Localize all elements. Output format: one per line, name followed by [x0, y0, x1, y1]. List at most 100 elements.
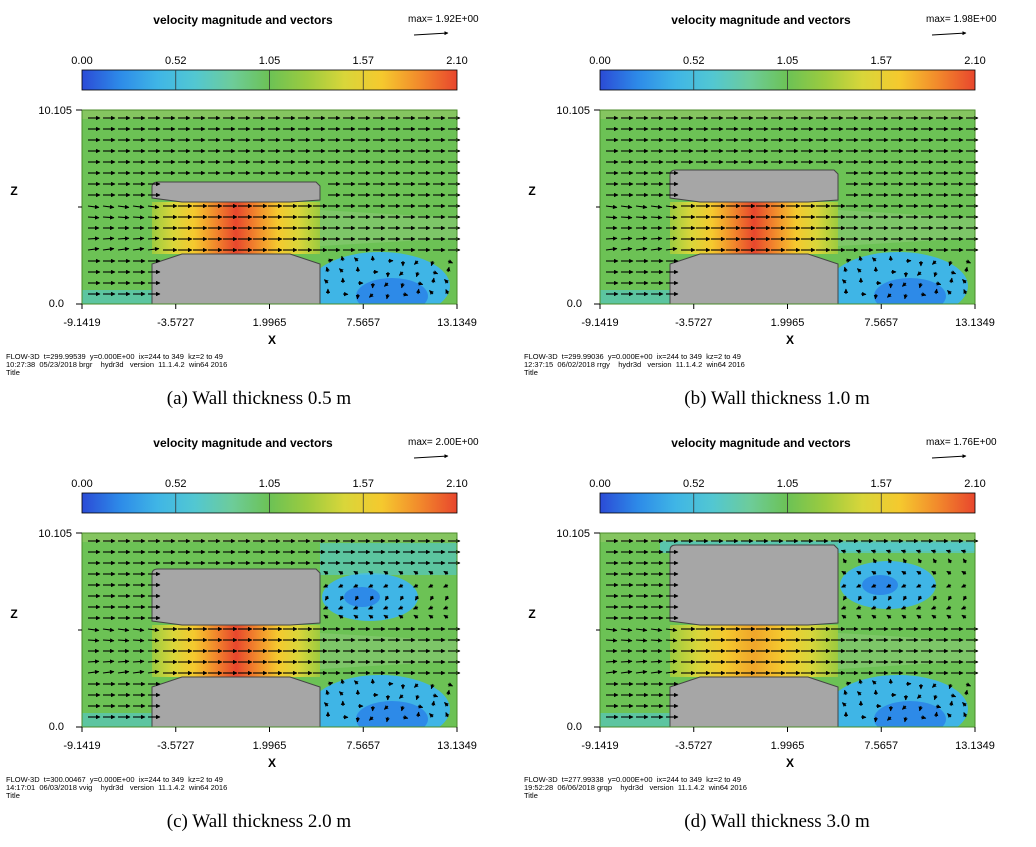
metadata-line: 14:17:01 06/03/2018 vvig hydr3d version … [6, 783, 228, 792]
panel-b: velocity magnitude and vectors max= 1.98E… [518, 0, 1036, 423]
vector-arrow [964, 266, 969, 273]
vector-arrow [871, 680, 877, 685]
vector-arrow [916, 271, 922, 276]
vector-arrow [885, 549, 892, 554]
solver-metadata: FLOW-3D t=299.99539 y=0.000E+00 ix=244 t… [6, 353, 227, 377]
x-tick-label: 7.5657 [864, 740, 898, 752]
x-tick-label: 1.9965 [253, 740, 287, 752]
metadata-line: 10:27:38 05/23/2018 brgr hydr3d version … [6, 360, 228, 369]
vector-arrow [961, 570, 967, 576]
flow-plot-d: velocity magnitude and vectors max= 1.76E… [528, 436, 997, 770]
plot-title: velocity magnitude and vectors [671, 13, 851, 27]
vector-arrow [117, 627, 130, 633]
vector-arrow [856, 614, 862, 620]
vector-arrow [916, 614, 922, 620]
vector-arrow [413, 583, 419, 588]
vector-arrow [947, 713, 952, 718]
vector-arrow [650, 204, 663, 210]
colorbar-tick-label: 0.00 [71, 55, 92, 67]
vector-arrow [873, 293, 879, 300]
vector-arrow [117, 236, 130, 241]
vector-arrow [902, 558, 908, 564]
vector-arrow [665, 638, 678, 643]
solver-metadata: FLOW-3D t=299.99036 y=0.000E+00 ix=244 t… [524, 353, 745, 377]
vector-arrow [932, 595, 938, 601]
vector-arrow [413, 683, 419, 688]
vector-arrow [947, 558, 953, 564]
vector-arrow [650, 627, 663, 633]
vector-arrow [920, 715, 927, 720]
vector-arrow [620, 627, 633, 633]
colorbar-tick-label: 1.57 [353, 478, 374, 490]
vector-arrow [102, 246, 115, 252]
vector-arrow [931, 605, 937, 610]
vector-arrow [933, 694, 938, 701]
vector-arrow [965, 259, 971, 264]
vector-arrow [87, 638, 100, 643]
x-tick-label: -3.5727 [675, 317, 712, 329]
vector-arrow [87, 236, 100, 241]
vector-arrow [871, 257, 877, 262]
vector-arrow [323, 702, 329, 707]
vector-arrow [916, 583, 922, 588]
colorbar-tick-label: 0.00 [589, 55, 610, 67]
surface-band [600, 110, 975, 119]
vector-arrow [964, 689, 969, 696]
vector-arrow [368, 293, 374, 298]
vector-arrow [87, 659, 100, 664]
vector-arrow [886, 583, 892, 588]
vector-arrow [903, 293, 908, 300]
max-velocity-label: max= 1.98E+00 [926, 14, 997, 25]
flow-plot-b: velocity magnitude and vectors max= 1.98E… [528, 13, 997, 347]
vector-arrow [841, 702, 847, 707]
vector-arrow [962, 595, 968, 601]
metadata-line: FLOW-3D t=299.99036 y=0.000E+00 ix=244 t… [524, 352, 741, 361]
vector-arrow [429, 713, 434, 718]
vector-arrow [117, 204, 130, 210]
vector-arrow [417, 704, 424, 709]
vector-arrow [325, 266, 330, 273]
colorbar-tick-label: 2.10 [446, 478, 467, 490]
vector-arrow [323, 570, 329, 576]
max-arrow-icon [931, 454, 967, 459]
vector-arrow [383, 705, 389, 710]
vector-arrow [147, 638, 160, 643]
vector-arrow [933, 271, 938, 278]
x-tick-label: -9.1419 [581, 740, 618, 752]
x-axis-label: X [786, 333, 794, 347]
vector-arrow [323, 614, 329, 620]
z-axis-label: Z [10, 607, 17, 621]
velocity-vectors [605, 538, 979, 723]
vector-arrow [383, 570, 389, 576]
x-axis-label: X [786, 756, 794, 770]
vector-arrow [432, 693, 439, 698]
vector-arrow [931, 260, 937, 265]
vector-arrow [946, 614, 952, 620]
vector-arrow [354, 595, 360, 601]
z-tick-label: 10.105 [556, 105, 590, 117]
vector-arrow [605, 215, 618, 220]
vector-arrow [961, 583, 967, 588]
vector-arrow [353, 583, 359, 588]
vector-arrow [338, 605, 344, 610]
vector-arrow [620, 236, 633, 241]
vector-arrow [948, 683, 953, 690]
vector-arrow [858, 678, 863, 685]
vector-arrow [856, 605, 862, 610]
vector-arrow [871, 583, 877, 588]
vector-arrow [948, 260, 953, 267]
z-tick-label: 0.0 [567, 721, 582, 733]
vector-arrow [886, 716, 892, 721]
vector-arrow [428, 570, 434, 576]
vector-arrow [132, 669, 145, 675]
vector-arrow [383, 605, 389, 610]
colorbar-tick-label: 1.57 [871, 478, 892, 490]
vector-arrow [353, 570, 359, 576]
max-arrow-icon [413, 31, 449, 36]
vector-arrow [916, 570, 922, 576]
vector-arrow [368, 605, 374, 610]
panel-caption: (c) Wall thickness 2.0 m [166, 811, 352, 832]
z-tick-label: 10.105 [38, 528, 72, 540]
vector-arrow [102, 627, 115, 633]
surface-band [82, 110, 457, 119]
